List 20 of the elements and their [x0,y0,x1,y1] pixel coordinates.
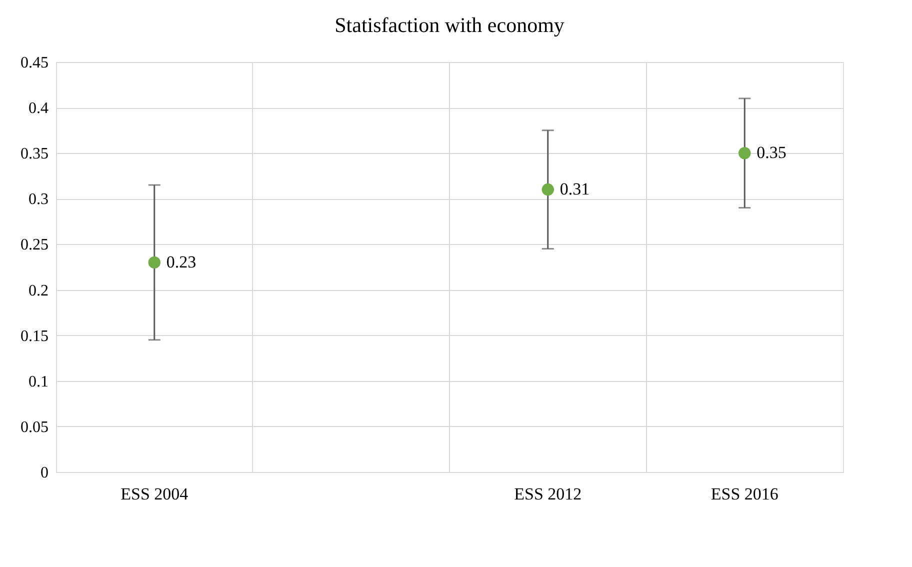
y-tick-label: 0.4 [28,100,48,118]
y-tick-label: 0.3 [28,191,48,208]
point [738,147,751,160]
y-tick-label: 0.35 [20,146,48,163]
y-tick-label: 0.45 [20,54,48,72]
data-label: 0.31 [560,180,590,199]
y-tick-label: 0.1 [28,373,48,390]
data-label: 0.23 [166,252,196,272]
point [148,256,160,269]
y-tick-label: 0.2 [28,282,48,300]
y-tick-label: 0.05 [20,418,48,436]
y-tick-label: 0 [40,464,48,482]
x-tick-label: ESS 2012 [514,484,582,504]
x-tick-label: ESS 2004 [120,484,189,504]
point [542,183,554,196]
chart-title: Statisfaction with economy [334,13,565,37]
x-tick-label: ESS 2016 [710,484,778,504]
y-tick-label: 0.25 [20,236,48,254]
data-label: 0.35 [756,143,786,162]
y-tick-label: 0.15 [20,328,48,345]
